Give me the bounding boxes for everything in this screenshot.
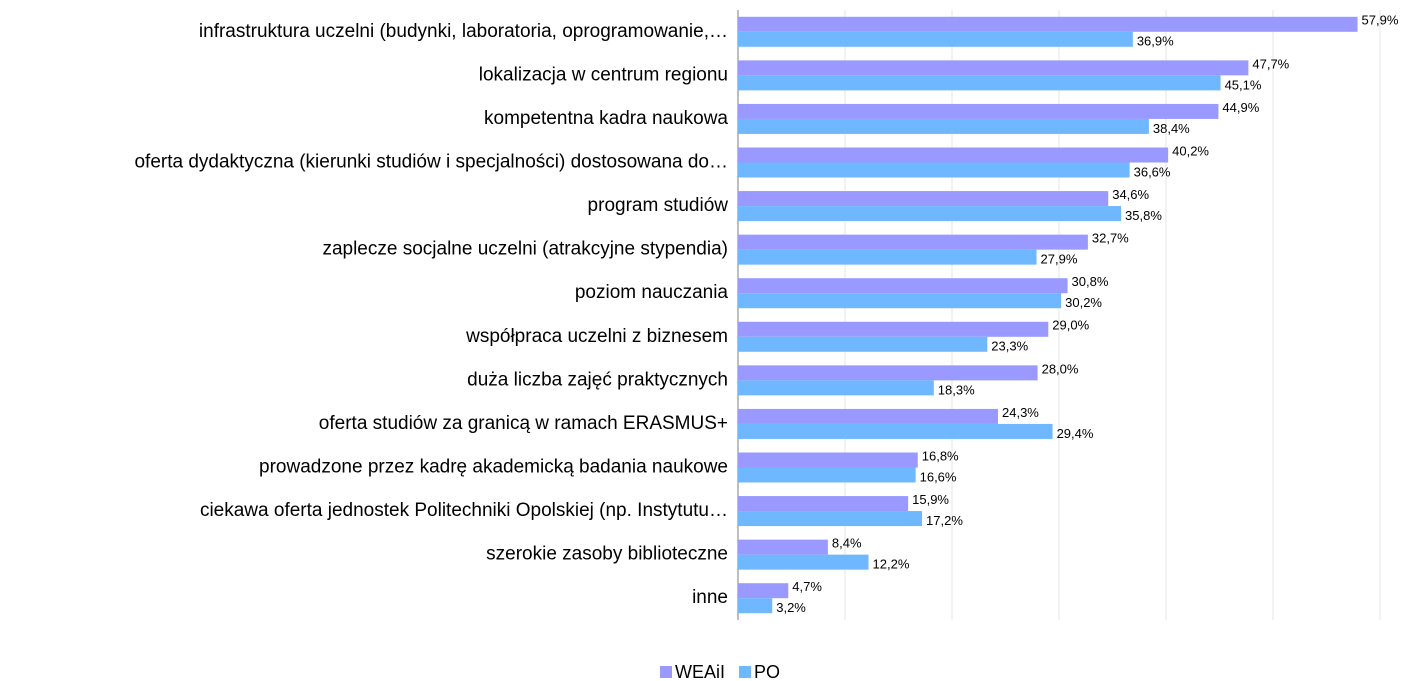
value-label: 3,2% xyxy=(776,600,806,615)
value-label: 36,6% xyxy=(1134,164,1171,179)
value-label: 15,9% xyxy=(912,492,949,507)
bar xyxy=(738,31,1133,47)
bar xyxy=(738,511,923,527)
legend-label: WEAiI xyxy=(675,662,725,681)
bar xyxy=(738,336,988,352)
value-label: 16,8% xyxy=(922,448,959,463)
category-label: zaplecze socjalne uczelni (atrakcyjne st… xyxy=(322,239,728,260)
bar xyxy=(738,103,1219,119)
legend-swatch xyxy=(739,666,752,678)
category-label: kompetentna kadra naukowa xyxy=(484,108,728,129)
category-label: prowadzone przez kadrę akademicką badani… xyxy=(259,457,728,478)
bar xyxy=(738,539,828,555)
category-label: oferta studiów za granicą w ramach ERASM… xyxy=(319,413,728,434)
bar xyxy=(738,598,773,614)
bar xyxy=(738,147,1169,163)
bar xyxy=(738,452,918,468)
bar xyxy=(738,293,1062,309)
bar xyxy=(738,16,1358,32)
bar xyxy=(738,365,1038,381)
bar xyxy=(738,467,916,483)
value-label: 8,4% xyxy=(832,536,862,551)
value-label: 16,6% xyxy=(920,469,957,484)
bar xyxy=(738,278,1068,294)
value-label: 57,9% xyxy=(1362,13,1399,28)
value-label: 29,0% xyxy=(1052,318,1089,333)
value-label: 18,3% xyxy=(938,382,975,397)
value-label: 30,2% xyxy=(1065,295,1102,310)
bar xyxy=(738,380,934,396)
value-label: 28,0% xyxy=(1042,361,1079,376)
value-label: 4,7% xyxy=(792,579,822,594)
category-label: oferta dydaktyczna (kierunki studiów i s… xyxy=(134,152,728,173)
bar xyxy=(738,408,999,424)
category-label: program studiów xyxy=(588,195,729,216)
bar xyxy=(738,234,1088,250)
legend-swatch xyxy=(660,666,672,678)
bar xyxy=(738,162,1130,178)
category-label: inne xyxy=(692,587,728,608)
bar xyxy=(738,118,1149,134)
legend-label: PO xyxy=(754,662,780,681)
value-label: 36,9% xyxy=(1137,34,1174,49)
category-label: ciekawa oferta jednostek Politechniki Op… xyxy=(200,500,728,521)
value-label: 24,3% xyxy=(1002,405,1039,420)
value-label: 32,7% xyxy=(1092,231,1129,246)
value-label: 38,4% xyxy=(1153,121,1190,136)
category-label: szerokie zasoby biblioteczne xyxy=(486,544,728,565)
category-label: lokalizacja w centrum regionu xyxy=(479,64,728,85)
category-label: duża liczba zajęć praktycznych xyxy=(467,369,728,390)
bar xyxy=(738,60,1249,76)
value-label: 17,2% xyxy=(926,513,963,528)
bar xyxy=(738,583,789,599)
value-label: 35,8% xyxy=(1125,208,1162,223)
bar xyxy=(738,423,1053,439)
category-label: poziom nauczania xyxy=(575,282,729,303)
value-label: 30,8% xyxy=(1072,274,1109,289)
category-label: infrastruktura uczelni (budynki, laborat… xyxy=(199,21,728,42)
bar xyxy=(738,554,869,570)
value-label: 29,4% xyxy=(1057,426,1094,441)
bar xyxy=(738,249,1037,265)
value-label: 44,9% xyxy=(1222,100,1259,115)
value-label: 23,3% xyxy=(991,339,1028,354)
value-label: 47,7% xyxy=(1252,56,1289,71)
bar xyxy=(738,191,1109,207)
category-label: współpraca uczelni z biznesem xyxy=(465,326,728,347)
bar xyxy=(738,206,1122,222)
bar xyxy=(738,75,1221,91)
value-label: 45,1% xyxy=(1225,77,1262,92)
value-label: 27,9% xyxy=(1041,252,1078,267)
value-label: 12,2% xyxy=(873,557,910,572)
bar xyxy=(738,496,909,512)
bar xyxy=(738,321,1049,337)
value-label: 34,6% xyxy=(1112,187,1149,202)
value-label: 40,2% xyxy=(1172,143,1209,158)
